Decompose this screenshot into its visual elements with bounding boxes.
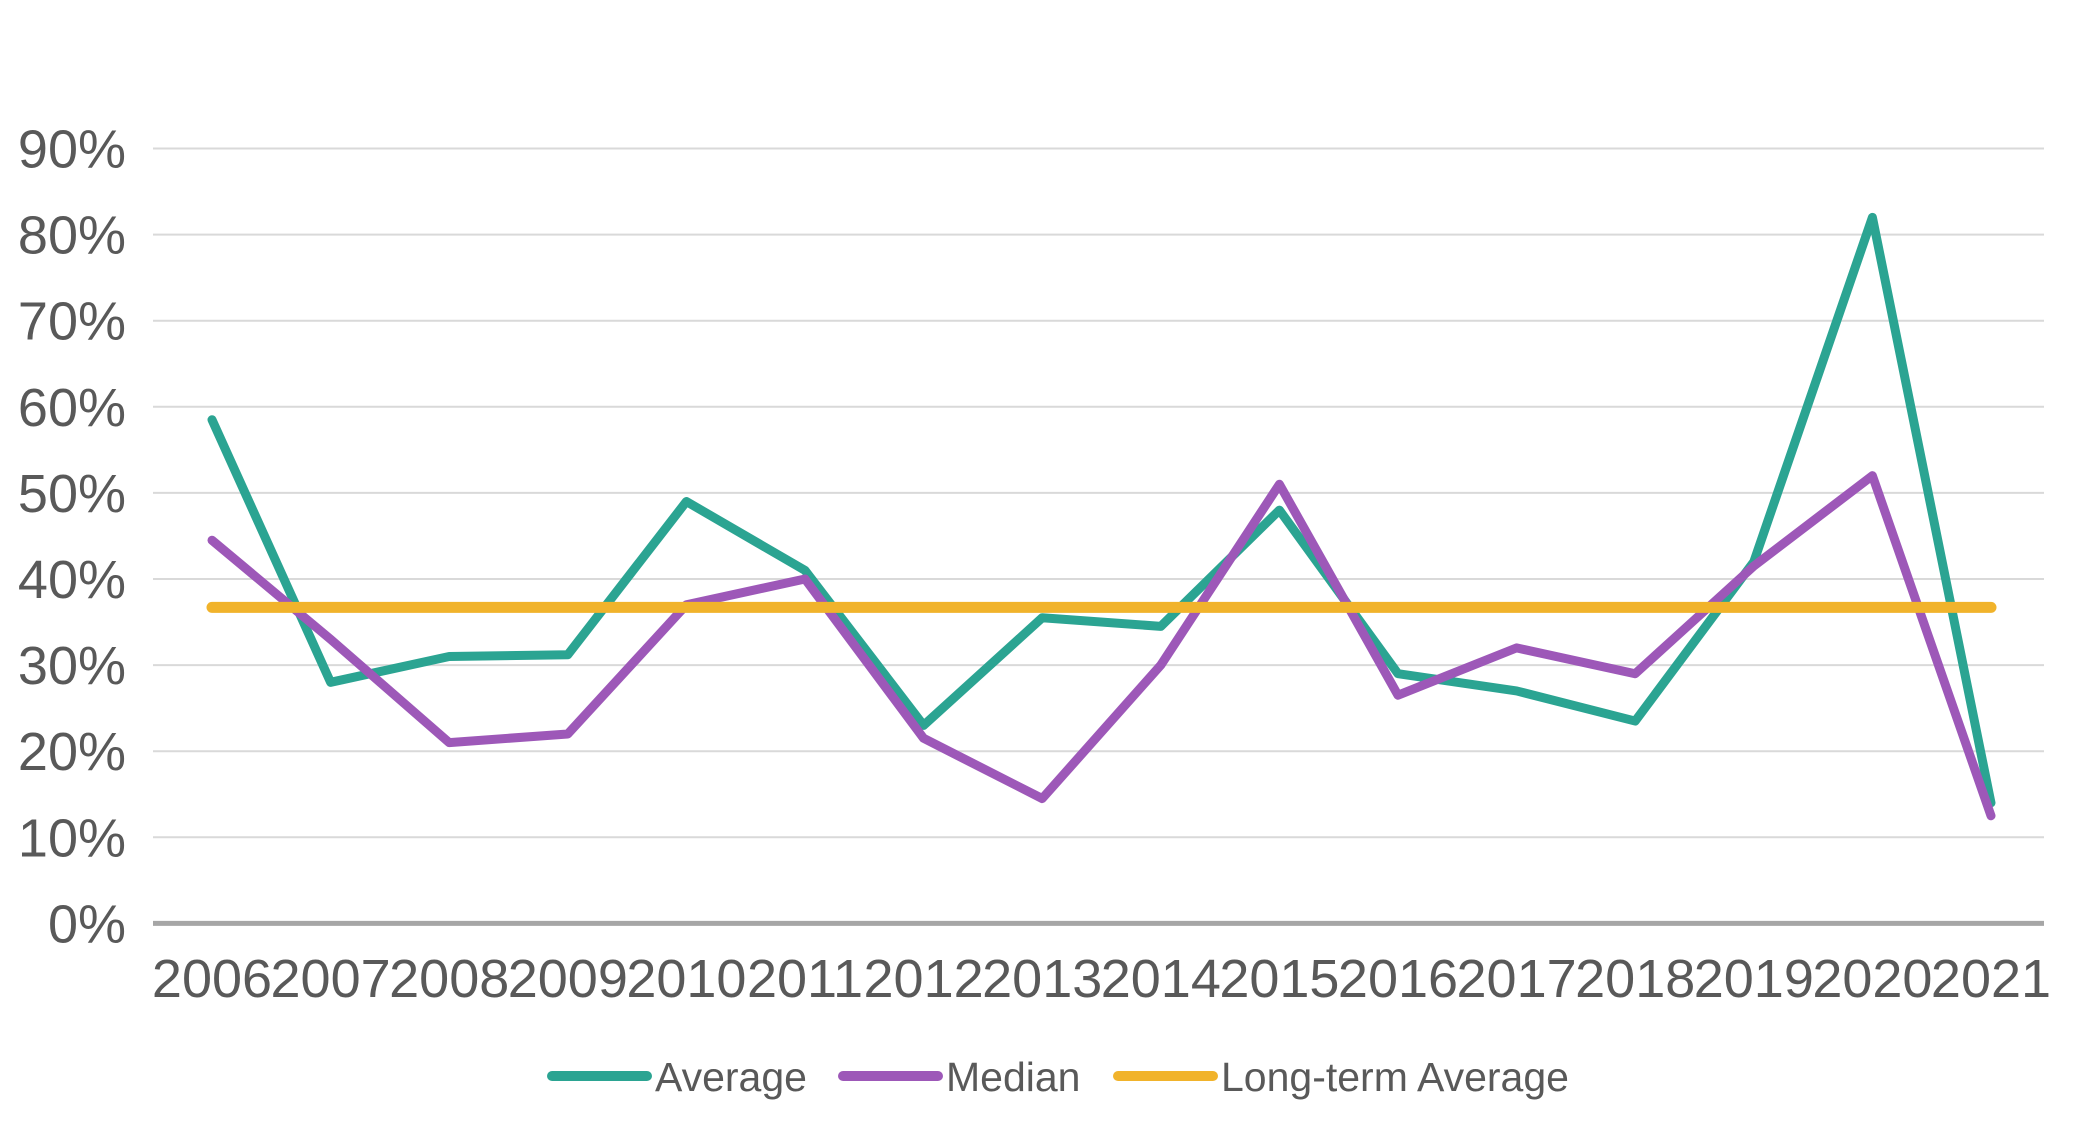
y-tick-label: 40% [18,550,126,610]
legend-label-long-term-average: Long-term Average [1221,1054,1569,1100]
x-tick-label: 2013 [982,949,1102,1009]
y-tick-label: 60% [18,378,126,438]
x-tick-label: 2012 [864,949,984,1009]
x-tick-label: 2021 [1931,949,2051,1009]
x-tick-label: 2020 [1812,949,1932,1009]
y-tick-label: 0% [48,894,126,954]
series-line-median [207,471,1996,821]
x-tick-label: 2009 [508,949,628,1009]
x-tick-label: 2015 [1219,949,1339,1009]
x-tick-label: 2014 [1101,949,1221,1009]
x-tick-label: 2016 [1338,949,1458,1009]
y-tick-label: 50% [18,464,126,524]
x-tick-label: 2018 [1575,949,1695,1009]
x-tick-label: 2007 [271,949,391,1009]
y-tick-label: 10% [18,808,126,868]
y-tick-label: 90% [18,120,126,180]
x-tick-label: 2019 [1694,949,1814,1009]
x-tick-label: 2017 [1457,949,1577,1009]
legend-label-average: Average [655,1054,807,1100]
y-tick-label: 70% [18,292,126,352]
y-tick-label: 20% [18,722,126,782]
x-tick-label: 2010 [626,949,746,1009]
x-tick-label: 2011 [747,949,863,1009]
series-line-average [207,212,1996,808]
legend-label-median: Median [946,1054,1080,1100]
y-tick-label: 30% [18,636,126,696]
x-tick-label: 2008 [389,949,509,1009]
y-tick-label: 80% [18,206,126,266]
x-tick-label: 2006 [152,949,272,1009]
